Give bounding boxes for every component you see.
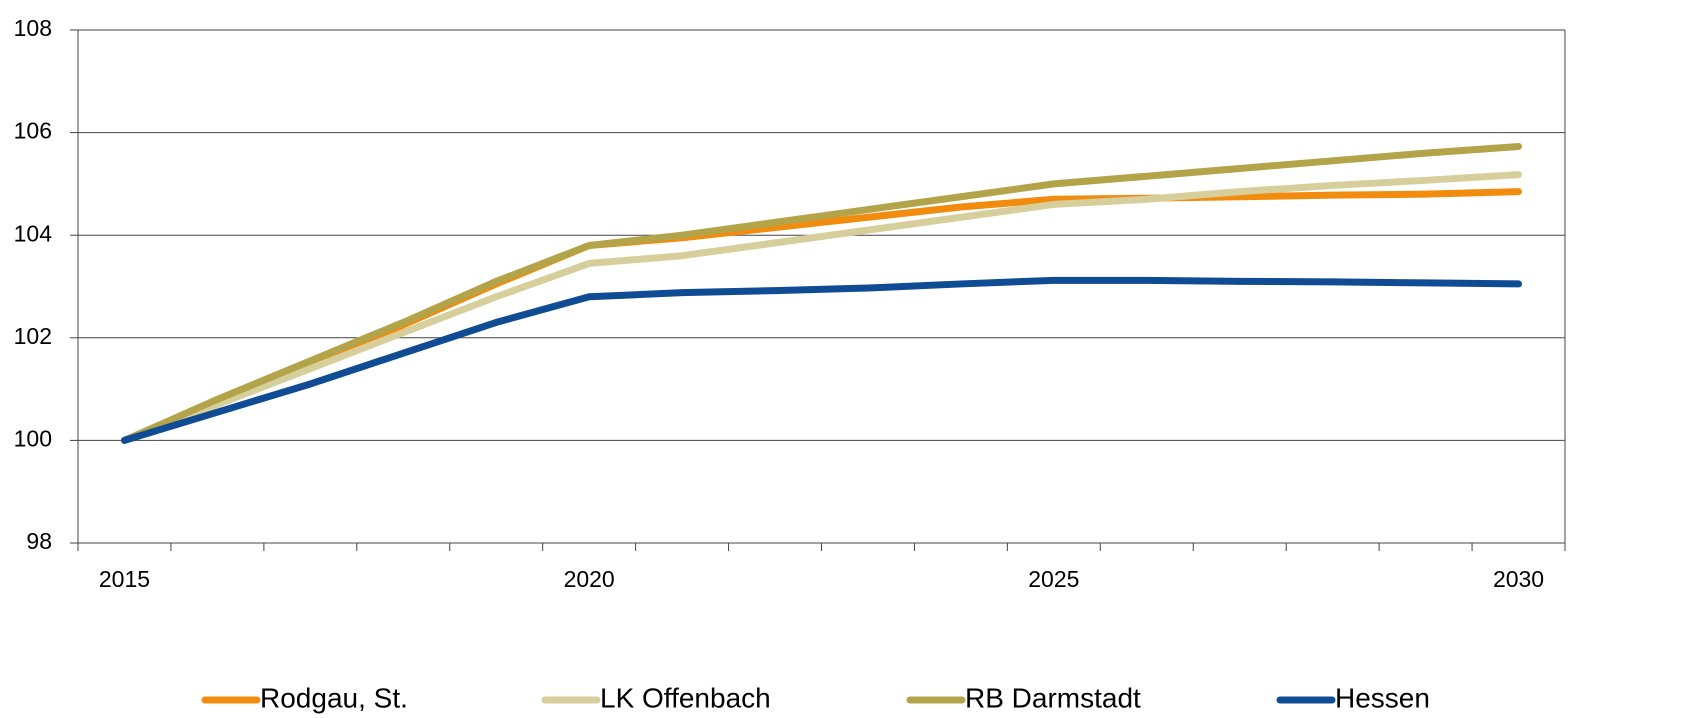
y-tick-label: 104 [14, 220, 53, 246]
legend-label: RB Darmstadt [965, 682, 1141, 713]
y-tick-label: 106 [14, 118, 52, 144]
line-series [120, 142, 1523, 444]
legend-label: Hessen [1335, 682, 1430, 713]
y-tick-label: 102 [14, 323, 52, 349]
x-tick-label: 2025 [1028, 566, 1079, 592]
x-tick-label: 2015 [99, 566, 150, 592]
x-tick-label: 2030 [1493, 566, 1544, 592]
y-tick-label: 98 [26, 528, 52, 554]
legend-label: Rodgau, St. [260, 682, 408, 713]
x-tick-label: 2020 [564, 566, 615, 592]
legend-label: LK Offenbach [600, 682, 771, 713]
line-series [120, 171, 1523, 444]
y-tick-label: 100 [14, 425, 52, 451]
y-tick-label: 108 [14, 15, 52, 41]
line-series [120, 188, 1523, 444]
line-series [120, 276, 1523, 444]
